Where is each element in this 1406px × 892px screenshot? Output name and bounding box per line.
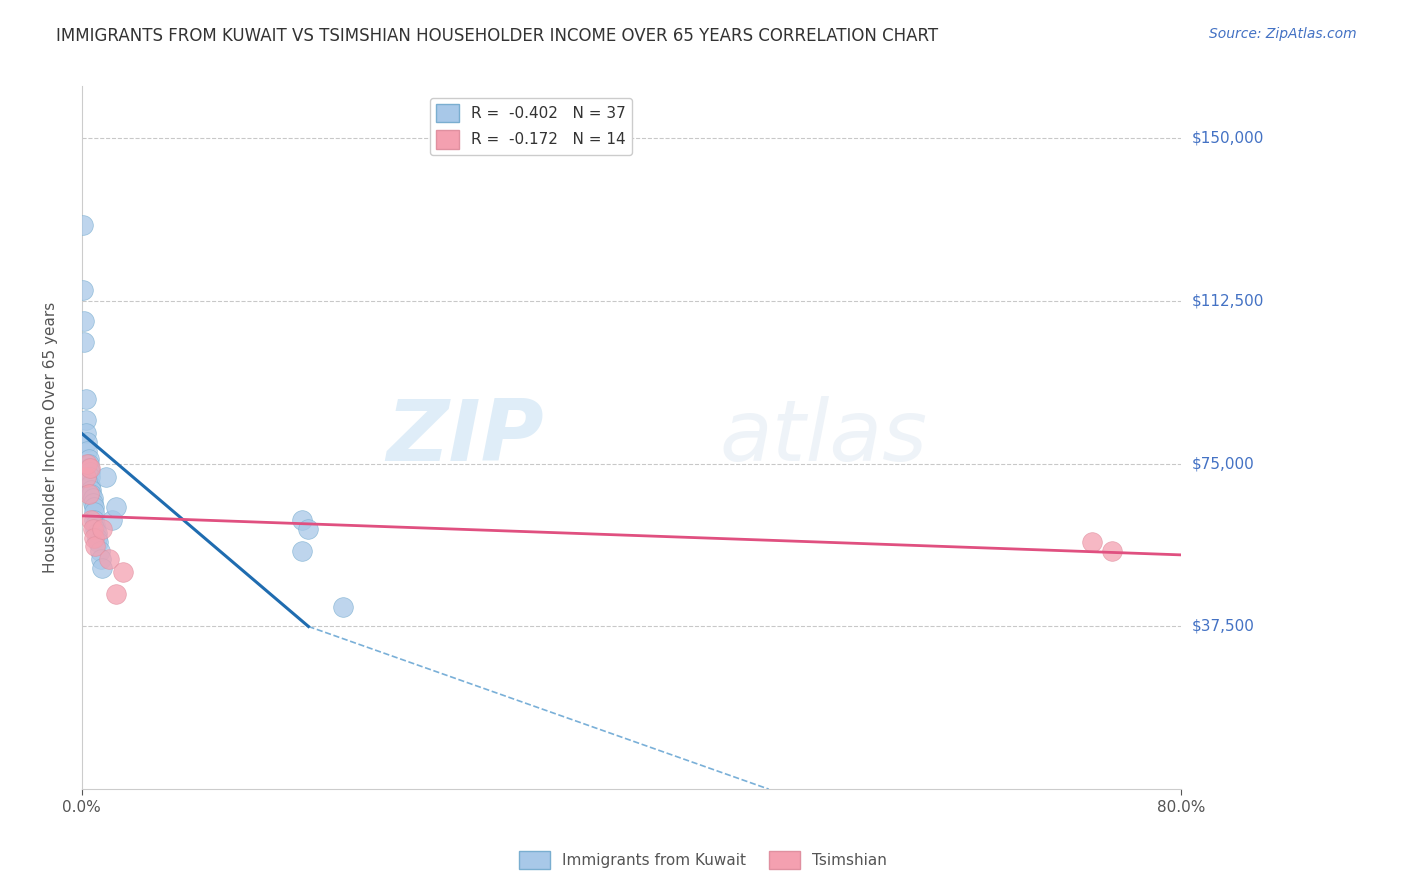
Point (82, 522, 104, 536)
Point (77, 452, 100, 467)
Point (87, 534, 110, 549)
Point (1101, 543, 1123, 558)
Point (290, 543, 312, 558)
Point (1080, 534, 1102, 549)
Legend: R =  -0.402   N = 37, R =  -0.172   N = 14: R = -0.402 N = 37, R = -0.172 N = 14 (430, 97, 633, 154)
Point (83, 500, 105, 515)
Point (83, 504, 105, 518)
Point (82, 491, 104, 506)
Point (80, 483, 103, 497)
Legend: Immigrants from Kuwait, Tsimshian: Immigrants from Kuwait, Tsimshian (513, 845, 893, 875)
Point (80, 513, 103, 527)
Point (89, 543, 111, 558)
Text: $37,500: $37,500 (1192, 619, 1256, 634)
Point (90, 552, 112, 566)
Y-axis label: Householder Income Over 65 years: Householder Income Over 65 years (44, 302, 58, 574)
Point (80, 487, 103, 501)
Point (76, 457, 98, 471)
Point (84, 522, 107, 536)
Point (86, 531, 108, 545)
Point (72, 283, 94, 297)
Point (84, 539, 107, 553)
Point (105, 500, 128, 515)
Point (76, 435, 98, 450)
Point (75, 426, 97, 441)
Text: $112,500: $112,500 (1192, 293, 1264, 309)
Point (75, 470, 97, 484)
Point (79, 470, 101, 484)
Point (79, 466, 101, 480)
Point (91, 522, 114, 536)
Point (290, 513, 312, 527)
Point (297, 522, 319, 536)
Point (76, 443, 98, 458)
Point (101, 513, 124, 527)
Point (75, 413, 97, 427)
Point (79, 478, 101, 492)
Point (91, 561, 114, 575)
Point (83, 513, 105, 527)
Text: IMMIGRANTS FROM KUWAIT VS TSIMSHIAN HOUSEHOLDER INCOME OVER 65 YEARS CORRELATION: IMMIGRANTS FROM KUWAIT VS TSIMSHIAN HOUS… (56, 27, 938, 45)
Point (96, 470, 118, 484)
Point (82, 496, 104, 510)
Point (77, 461, 100, 475)
Point (111, 566, 134, 580)
Text: ZIP: ZIP (385, 396, 543, 479)
Point (77, 457, 100, 471)
Text: $75,000: $75,000 (1192, 457, 1254, 471)
Point (79, 461, 101, 475)
Point (332, 599, 354, 614)
Point (84, 517, 107, 532)
Point (83, 531, 105, 545)
Point (105, 587, 128, 601)
Point (72, 218, 94, 232)
Point (75, 392, 97, 406)
Text: $150,000: $150,000 (1192, 131, 1264, 146)
Point (73, 335, 96, 350)
Point (86, 526, 108, 541)
Point (98, 552, 121, 566)
Text: Source: ZipAtlas.com: Source: ZipAtlas.com (1209, 27, 1357, 41)
Text: atlas: atlas (720, 396, 928, 479)
Point (73, 313, 96, 327)
Point (77, 487, 100, 501)
